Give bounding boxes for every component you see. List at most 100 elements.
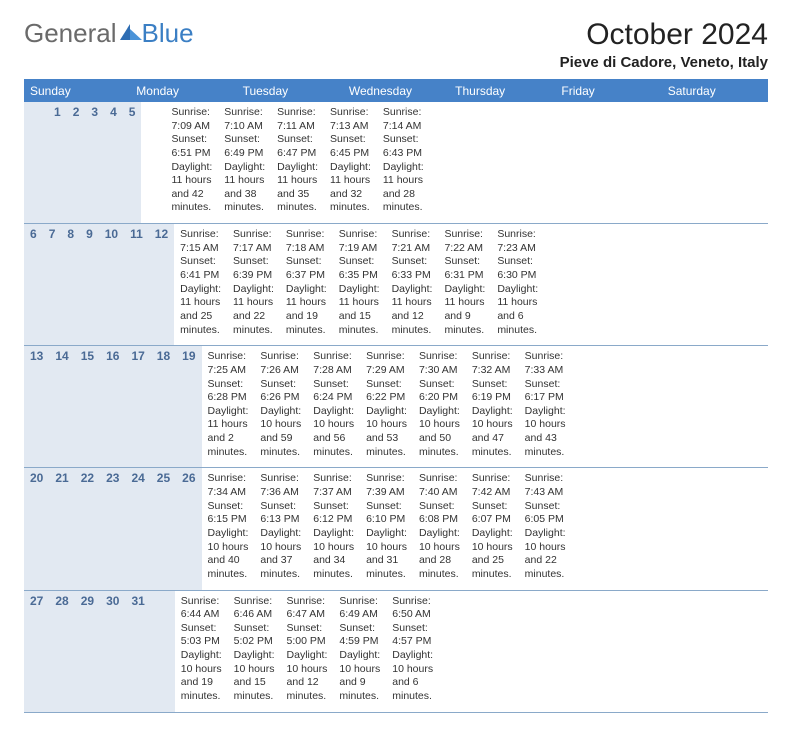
day-header: Thursday	[449, 80, 555, 102]
sunset-text: Sunset: 4:59 PM	[339, 622, 380, 649]
daylight-text: Daylight: 11 hours and 12 minutes.	[392, 283, 433, 338]
day-number: 1	[48, 102, 67, 223]
day-header: Sunday	[24, 80, 130, 102]
day-cell: Sunrise: 7:11 AMSunset: 6:47 PMDaylight:…	[271, 102, 324, 223]
logo: General Blue	[24, 18, 194, 49]
sunrise-text: Sunrise: 7:40 AM	[419, 472, 460, 499]
day-number: 14	[49, 346, 74, 467]
day-number: 16	[100, 346, 125, 467]
sunrise-text: Sunrise: 7:14 AM	[383, 106, 424, 133]
sunrise-text: Sunrise: 7:43 AM	[525, 472, 566, 499]
sunrise-text: Sunrise: 6:44 AM	[181, 595, 222, 622]
day-number: 30	[100, 591, 125, 712]
day-number: 9	[80, 224, 99, 345]
logo-text-blue: Blue	[142, 18, 194, 49]
day-number: 19	[176, 346, 201, 467]
day-cell	[439, 591, 451, 712]
sunrise-text: Sunrise: 7:36 AM	[260, 472, 301, 499]
day-number: 24	[125, 468, 150, 589]
sunset-text: Sunset: 4:57 PM	[392, 622, 433, 649]
sunrise-text: Sunrise: 7:09 AM	[171, 106, 212, 133]
day-number: 6	[24, 224, 43, 345]
sunset-text: Sunset: 6:43 PM	[383, 133, 424, 160]
daylight-text: Daylight: 10 hours and 25 minutes.	[472, 527, 513, 582]
sunset-text: Sunset: 6:41 PM	[180, 255, 221, 282]
week-row: 12345Sunrise: 7:09 AMSunset: 6:51 PMDayl…	[24, 102, 768, 224]
calendar-page: General Blue October 2024 Pieve di Cador…	[0, 0, 792, 731]
day-cell: Sunrise: 7:30 AMSunset: 6:20 PMDaylight:…	[413, 346, 466, 467]
month-title: October 2024	[560, 18, 768, 52]
day-cell: Sunrise: 7:34 AMSunset: 6:15 PMDaylight:…	[202, 468, 255, 589]
calendar-table: Sunday Monday Tuesday Wednesday Thursday…	[24, 79, 768, 713]
daylight-text: Daylight: 11 hours and 32 minutes.	[330, 161, 371, 216]
day-header: Monday	[130, 80, 236, 102]
sunrise-text: Sunrise: 7:34 AM	[208, 472, 249, 499]
sunrise-text: Sunrise: 7:26 AM	[260, 350, 301, 377]
daylight-text: Daylight: 11 hours and 42 minutes.	[171, 161, 212, 216]
day-cell: Sunrise: 7:33 AMSunset: 6:17 PMDaylight:…	[519, 346, 572, 467]
sunrise-text: Sunrise: 7:37 AM	[313, 472, 354, 499]
daynum-band: 6789101112	[24, 224, 174, 345]
day-cell	[141, 102, 153, 223]
sunset-text: Sunset: 6:47 PM	[277, 133, 318, 160]
details-band: Sunrise: 7:25 AMSunset: 6:28 PMDaylight:…	[202, 346, 572, 467]
day-number: 21	[49, 468, 74, 589]
sunrise-text: Sunrise: 7:23 AM	[497, 228, 538, 255]
daylight-text: Daylight: 10 hours and 56 minutes.	[313, 405, 354, 460]
day-number	[163, 591, 175, 712]
daylight-text: Daylight: 10 hours and 47 minutes.	[472, 405, 513, 460]
day-number: 11	[124, 224, 149, 345]
daylight-text: Daylight: 11 hours and 19 minutes.	[286, 283, 327, 338]
daylight-text: Daylight: 10 hours and 40 minutes.	[208, 527, 249, 582]
day-cell: Sunrise: 7:19 AMSunset: 6:35 PMDaylight:…	[333, 224, 386, 345]
day-cell: Sunrise: 7:36 AMSunset: 6:13 PMDaylight:…	[254, 468, 307, 589]
daynum-band: 2728293031	[24, 591, 175, 712]
day-number: 4	[104, 102, 123, 223]
daylight-text: Daylight: 10 hours and 31 minutes.	[366, 527, 407, 582]
day-number: 3	[85, 102, 104, 223]
sunset-text: Sunset: 6:35 PM	[339, 255, 380, 282]
daylight-text: Daylight: 10 hours and 53 minutes.	[366, 405, 407, 460]
sunrise-text: Sunrise: 7:13 AM	[330, 106, 371, 133]
day-number: 27	[24, 591, 49, 712]
day-cell: Sunrise: 7:40 AMSunset: 6:08 PMDaylight:…	[413, 468, 466, 589]
sunrise-text: Sunrise: 7:22 AM	[444, 228, 485, 255]
sunrise-text: Sunrise: 7:11 AM	[277, 106, 318, 133]
day-cell: Sunrise: 7:39 AMSunset: 6:10 PMDaylight:…	[360, 468, 413, 589]
day-header: Friday	[555, 80, 661, 102]
week-row: 20212223242526Sunrise: 7:34 AMSunset: 6:…	[24, 468, 768, 590]
sunrise-text: Sunrise: 7:42 AM	[472, 472, 513, 499]
day-number: 17	[125, 346, 150, 467]
page-header: General Blue October 2024 Pieve di Cador…	[24, 18, 768, 71]
daynum-band: 12345	[24, 102, 141, 223]
sunset-text: Sunset: 6:13 PM	[260, 500, 301, 527]
sunset-text: Sunset: 6:12 PM	[313, 500, 354, 527]
title-block: October 2024 Pieve di Cadore, Veneto, It…	[560, 18, 768, 71]
day-cell	[451, 591, 463, 712]
details-band: Sunrise: 7:09 AMSunset: 6:51 PMDaylight:…	[141, 102, 429, 223]
daylight-text: Daylight: 10 hours and 6 minutes.	[392, 649, 433, 704]
daynum-band: 20212223242526	[24, 468, 202, 589]
logo-mark-icon	[120, 18, 142, 49]
location-label: Pieve di Cadore, Veneto, Italy	[560, 54, 768, 71]
day-number: 10	[99, 224, 124, 345]
day-cell: Sunrise: 6:44 AMSunset: 5:03 PMDaylight:…	[175, 591, 228, 712]
daylight-text: Daylight: 10 hours and 12 minutes.	[287, 649, 328, 704]
sunset-text: Sunset: 6:31 PM	[444, 255, 485, 282]
day-cell: Sunrise: 7:37 AMSunset: 6:12 PMDaylight:…	[307, 468, 360, 589]
daylight-text: Daylight: 10 hours and 34 minutes.	[313, 527, 354, 582]
details-band: Sunrise: 7:15 AMSunset: 6:41 PM Daylight:…	[174, 224, 544, 345]
day-header-row: Sunday Monday Tuesday Wednesday Thursday…	[24, 80, 768, 102]
sunrise-text: Sunrise: 6:50 AM	[392, 595, 433, 622]
daylight-text: Daylight: 11 hours and 22 minutes.	[233, 283, 274, 338]
daylight-text: Daylight: 11 hours and 6 minutes.	[497, 283, 538, 338]
sunset-text: Sunset: 6:33 PM	[392, 255, 433, 282]
sunrise-text: Sunrise: 7:15 AM	[180, 228, 221, 255]
sunset-text: Sunset: 6:39 PM	[233, 255, 274, 282]
sunrise-text: Sunrise: 6:46 AM	[234, 595, 275, 622]
sunrise-text: Sunrise: 7:17 AM	[233, 228, 274, 255]
daylight-text: Daylight: 11 hours and 38 minutes.	[224, 161, 265, 216]
day-number: 26	[176, 468, 201, 589]
day-number: 23	[100, 468, 125, 589]
daylight-text: Daylight: 10 hours and 22 minutes.	[525, 527, 566, 582]
